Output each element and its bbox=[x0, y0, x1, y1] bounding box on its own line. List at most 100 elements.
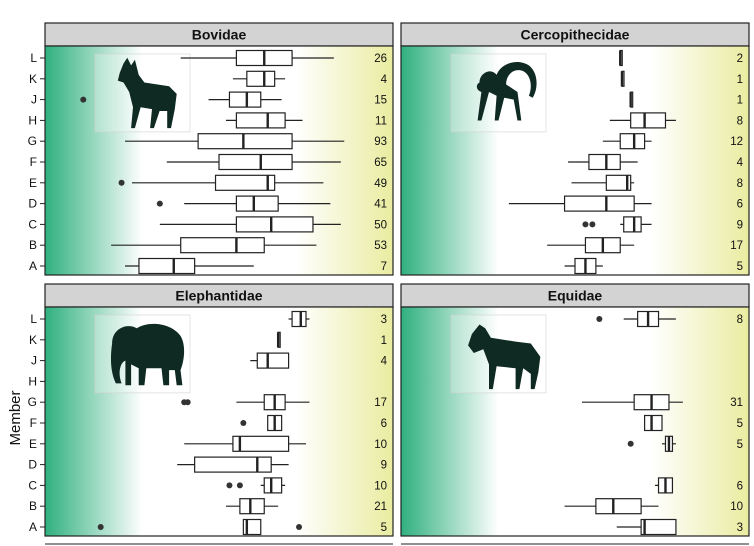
sample-count: 3 bbox=[381, 314, 387, 326]
sample-count: 17 bbox=[374, 397, 387, 409]
sample-count: 93 bbox=[374, 136, 387, 148]
sample-count: 4 bbox=[381, 356, 388, 368]
box bbox=[194, 456, 272, 473]
member-label: G bbox=[28, 134, 37, 148]
member-label: E bbox=[29, 437, 37, 451]
panel-title: Elephantidae bbox=[175, 288, 262, 304]
box bbox=[256, 352, 290, 369]
member-label: H bbox=[28, 374, 37, 388]
outlier-point bbox=[296, 524, 303, 530]
sample-count: 65 bbox=[374, 157, 387, 169]
outlier-point bbox=[226, 482, 233, 489]
sample-count: 10 bbox=[374, 480, 387, 492]
y-axis-label: Member bbox=[7, 390, 24, 445]
outlier-point bbox=[582, 221, 589, 228]
sample-count: 12 bbox=[730, 136, 743, 148]
outlier-point bbox=[184, 399, 191, 406]
sample-count: 31 bbox=[730, 397, 743, 409]
box bbox=[291, 310, 307, 328]
member-label: B bbox=[29, 238, 37, 252]
box bbox=[180, 237, 265, 254]
member-label: J bbox=[31, 93, 37, 107]
sample-count: 50 bbox=[374, 219, 387, 231]
outlier-point bbox=[596, 316, 603, 322]
sample-count: 21 bbox=[374, 501, 387, 513]
member-label: K bbox=[29, 333, 37, 347]
member-label: C bbox=[28, 217, 37, 231]
sample-count: 53 bbox=[374, 240, 387, 252]
member-label: L bbox=[30, 51, 37, 65]
panel-plot-area bbox=[44, 306, 394, 537]
box bbox=[640, 518, 677, 536]
box bbox=[630, 112, 667, 129]
panel-title: Bovidae bbox=[192, 27, 247, 43]
box bbox=[563, 195, 635, 212]
panel-plot-area bbox=[400, 45, 750, 276]
box bbox=[239, 498, 265, 515]
sample-count: 10 bbox=[730, 501, 743, 513]
member-label: A bbox=[29, 520, 37, 534]
box bbox=[197, 133, 293, 150]
member-label: D bbox=[28, 458, 37, 472]
outlier-point bbox=[589, 221, 596, 228]
sample-count: 2 bbox=[737, 53, 743, 65]
member-label: B bbox=[29, 499, 37, 513]
box bbox=[235, 195, 279, 212]
sample-count: 9 bbox=[737, 219, 743, 231]
outlier-point bbox=[80, 96, 87, 103]
box bbox=[218, 153, 293, 171]
sample-count: 6 bbox=[737, 199, 743, 211]
member-label: L bbox=[30, 312, 37, 326]
horse-icon bbox=[450, 314, 547, 394]
sample-count: 26 bbox=[374, 53, 387, 65]
box bbox=[623, 216, 642, 233]
panel-bovidae: Bovidae L 26 K 4 J 15 H 11 G 93 F 65 E 49 D 41 C 50 B 53 A 7 bbox=[28, 22, 394, 276]
box bbox=[588, 153, 621, 171]
member-label: C bbox=[28, 478, 37, 492]
sample-count: 5 bbox=[737, 418, 743, 430]
member-label: F bbox=[30, 416, 37, 430]
sample-count: 3 bbox=[737, 522, 743, 534]
sample-count: 1 bbox=[381, 335, 387, 347]
member-label: J bbox=[31, 354, 37, 368]
sample-count: 4 bbox=[737, 157, 744, 169]
sample-count: 11 bbox=[375, 115, 387, 127]
member-label: D bbox=[28, 197, 37, 211]
sample-count: 1 bbox=[737, 74, 743, 86]
sample-count: 5 bbox=[737, 261, 743, 273]
sample-count: 8 bbox=[737, 314, 743, 326]
member-label: H bbox=[28, 113, 37, 127]
panel-title: Equidae bbox=[548, 288, 603, 304]
sample-count: 17 bbox=[730, 240, 743, 252]
member-label: A bbox=[29, 259, 37, 273]
box bbox=[263, 477, 283, 494]
sample-count: 9 bbox=[381, 460, 387, 472]
sample-count: 8 bbox=[737, 178, 743, 190]
panel-elephantidae: Elephantidae L 3 K 1 J 4 HG 17 F 6 E 10 D 9 C 10 B 21 A 5 bbox=[28, 283, 394, 545]
antelope-icon bbox=[94, 53, 191, 133]
member-label: F bbox=[30, 155, 37, 169]
panel-title: Cercopithecidae bbox=[521, 27, 630, 43]
outlier-point bbox=[97, 524, 104, 530]
sample-count: 5 bbox=[737, 439, 743, 451]
sample-count: 7 bbox=[381, 261, 387, 273]
member-label: G bbox=[28, 395, 37, 409]
box bbox=[235, 216, 314, 233]
box bbox=[235, 112, 286, 129]
sample-count: 6 bbox=[381, 418, 387, 430]
box bbox=[595, 498, 642, 515]
sample-count: 1 bbox=[737, 95, 743, 107]
box bbox=[246, 70, 276, 87]
monkey-icon bbox=[450, 53, 547, 133]
outlier-point bbox=[236, 482, 243, 489]
outlier-point bbox=[118, 179, 125, 186]
box bbox=[643, 414, 663, 432]
sample-count: 10 bbox=[374, 439, 387, 451]
sample-count: 15 bbox=[374, 95, 387, 107]
member-label: K bbox=[29, 72, 37, 86]
outlier-point bbox=[240, 420, 247, 426]
sample-count: 8 bbox=[737, 115, 743, 127]
sample-count: 41 bbox=[374, 199, 387, 211]
member-label: E bbox=[29, 176, 37, 190]
